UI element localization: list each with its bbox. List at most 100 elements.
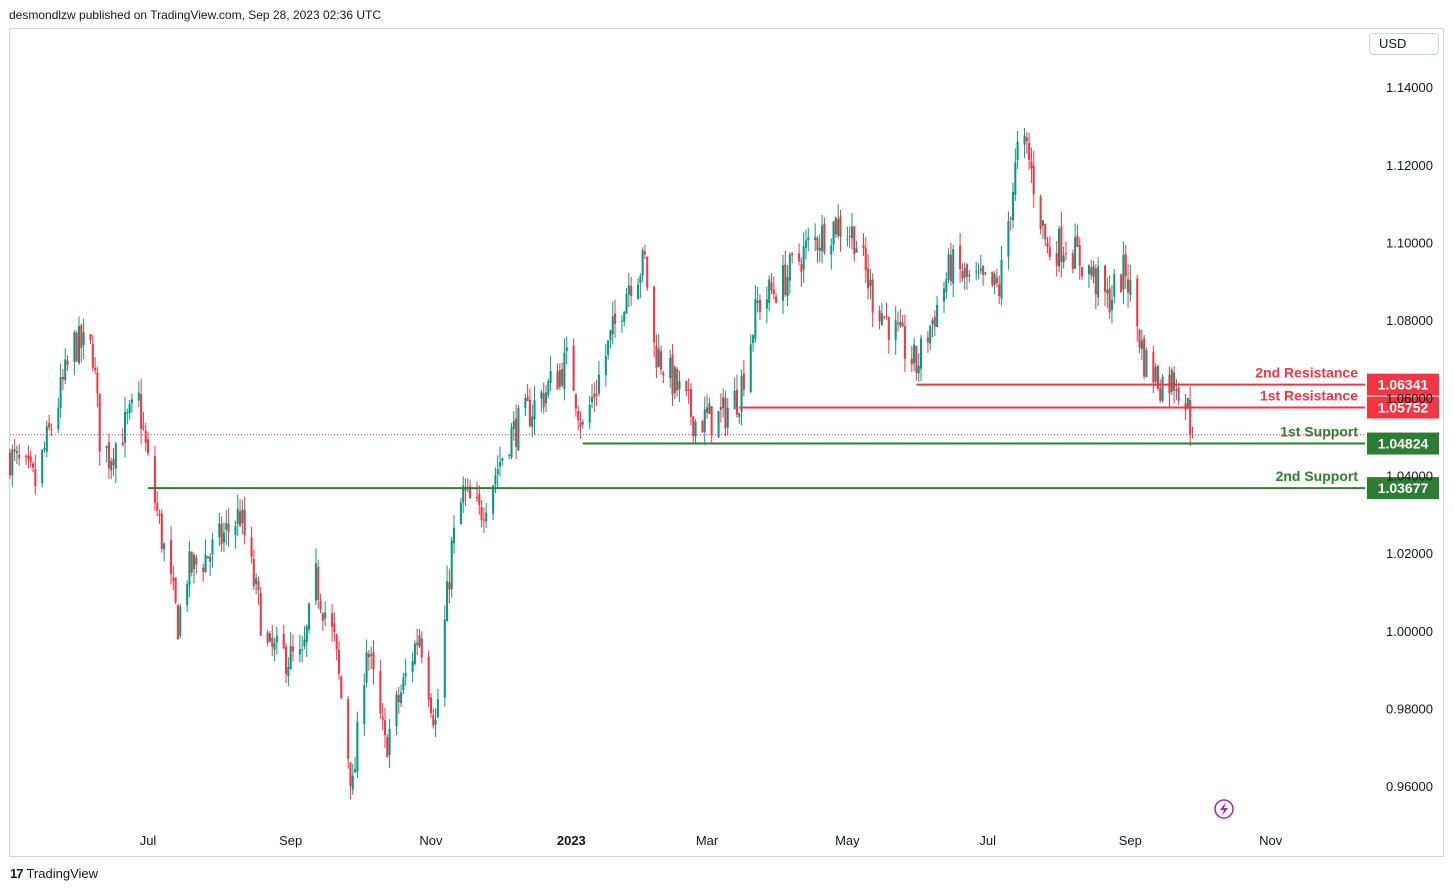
y-tick-label: 1.02000 (1386, 546, 1433, 561)
candle-body (613, 313, 617, 324)
candle-body (1023, 135, 1026, 145)
candle-body (1007, 221, 1010, 257)
flash-icon[interactable] (1214, 799, 1234, 819)
candle-body (1189, 400, 1192, 435)
footer-brand[interactable]: 17 TradingView (10, 866, 98, 881)
candle-body (429, 697, 433, 713)
candle-body (572, 345, 575, 392)
candle-body (416, 642, 419, 646)
candle-body (462, 485, 465, 503)
candle-body (98, 393, 101, 452)
candle-body (982, 266, 985, 276)
candle-body (936, 304, 939, 328)
resistance-price-label: 1.06341 (1378, 377, 1429, 393)
candle-body (179, 606, 182, 636)
candle-body (995, 277, 998, 284)
candle-body (314, 563, 318, 601)
candle-body (234, 525, 237, 535)
candle-body (807, 237, 810, 241)
candle-body (862, 245, 865, 249)
candle-body (931, 319, 934, 325)
candle-body (266, 632, 269, 643)
candle-body (31, 463, 35, 468)
candle-body (646, 256, 649, 288)
candle-body (193, 554, 196, 570)
candle-body (834, 217, 837, 235)
candle-body (952, 249, 955, 284)
candle-body (142, 426, 145, 428)
candle-body (480, 506, 483, 521)
candle-body (158, 514, 161, 516)
x-axis: Jul Sep Nov 2023 Mar May Jul Sep Nov (140, 833, 1283, 848)
candle-body (356, 721, 359, 772)
candle-body (915, 346, 918, 373)
candle-body (823, 223, 826, 253)
y-tick-label: 1.06000 (1386, 391, 1433, 406)
x-tick-label: Nov (419, 833, 443, 848)
candle-body (933, 316, 936, 327)
support-price-label: 1.04824 (1378, 436, 1429, 452)
candle-body (579, 422, 582, 428)
y-tick-label: 0.98000 (1386, 702, 1433, 717)
candle-body (752, 335, 755, 344)
candle-body (1041, 220, 1044, 226)
candle-body (1152, 352, 1155, 383)
currency-selector[interactable]: USD (1369, 33, 1439, 55)
candle-body (289, 645, 292, 669)
candle-body (218, 523, 221, 538)
x-tick-label: Sep (1119, 833, 1142, 848)
candle-body (639, 276, 642, 284)
candle-body (781, 265, 785, 301)
candle-body (475, 497, 479, 499)
candle-body (662, 373, 665, 376)
support-price-tag (1367, 432, 1439, 455)
candle-body (418, 635, 421, 647)
candle-body (243, 509, 246, 536)
candle-body (883, 316, 886, 318)
levels-layer: 2nd Resistance 1.06341 1st Resistance 1.057… (10, 365, 1439, 500)
candle-body (160, 513, 163, 549)
candle-body (669, 357, 672, 379)
candle-body (137, 392, 140, 401)
candle-body (8, 452, 12, 476)
candle-body (1087, 265, 1090, 275)
candle-body (1055, 253, 1058, 266)
candle-body (708, 403, 711, 414)
candle-body (427, 656, 430, 700)
candle-body (655, 345, 658, 368)
candle-body (144, 430, 147, 443)
candle-body (347, 699, 350, 759)
candle-body (701, 421, 704, 433)
tradingview-logo-icon: 17 (10, 866, 24, 881)
publish-attribution: desmondlzw published on TradingView.com,… (9, 8, 382, 22)
candle-body (671, 354, 674, 395)
candle-body (75, 332, 78, 361)
candle-body (18, 454, 21, 459)
candle-body (287, 666, 290, 677)
candle-body (259, 593, 262, 636)
candle-body (1156, 365, 1159, 389)
candle-body (627, 285, 630, 295)
candle-body (515, 418, 518, 448)
candle-body (735, 389, 738, 415)
candle-body (880, 313, 883, 325)
candle-body (910, 358, 913, 365)
candle-body (485, 512, 488, 522)
candle-body (1062, 255, 1065, 263)
brand-name: TradingView (26, 866, 99, 881)
candle-body (370, 654, 373, 656)
candle-body (331, 613, 334, 627)
candle-body (758, 299, 762, 313)
candle-body (1064, 253, 1067, 255)
candle-body (291, 646, 294, 652)
candle-body (1000, 259, 1003, 299)
candle-body (1113, 273, 1116, 297)
resistance-price-tag (1367, 396, 1439, 419)
candle-body (786, 276, 789, 297)
candle-body (411, 661, 414, 673)
candle-body (749, 344, 752, 392)
candle-body (510, 427, 513, 458)
resistance-price-tag (1367, 373, 1439, 396)
candle-body (653, 286, 656, 343)
